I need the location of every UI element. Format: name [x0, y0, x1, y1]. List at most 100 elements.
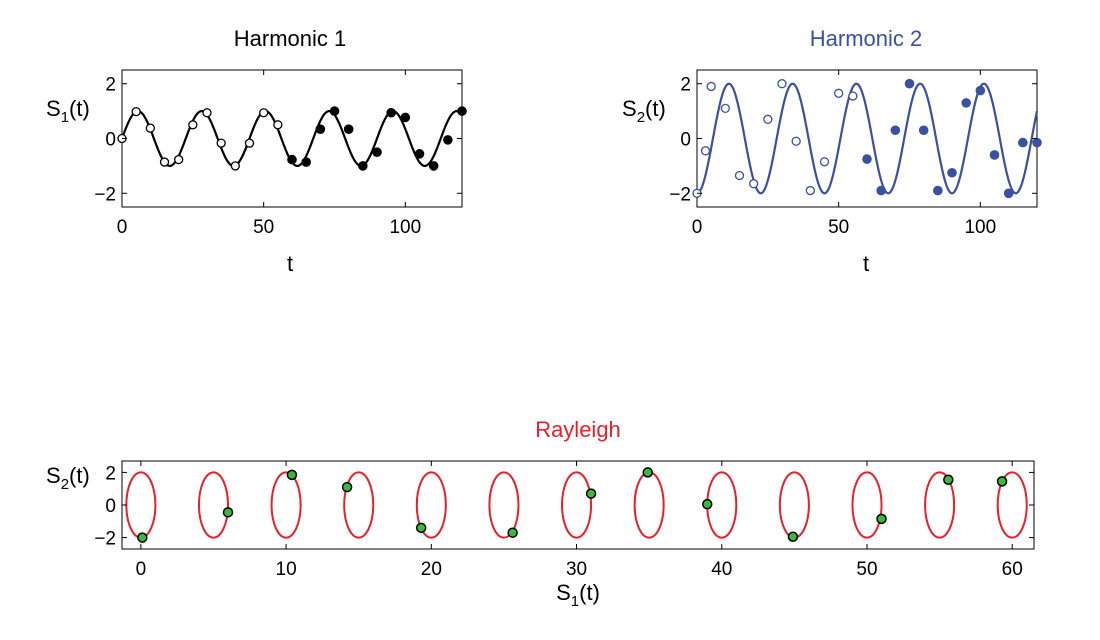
sample-point-filled — [287, 154, 297, 165]
series-line — [696, 82, 1039, 195]
ylabel-base: S — [46, 463, 61, 488]
plot-area-rayleigh: 0 10 20 30 40 50 60 −2 0 2 — [94, 461, 1034, 580]
sample-point-filled — [933, 185, 943, 196]
sample-point-filled — [457, 106, 467, 116]
sample-point-open — [202, 108, 212, 118]
ylabel-suffix: (t) — [69, 463, 90, 488]
xlabel-sub: 1 — [571, 593, 579, 610]
ylabel-harmonic-1: S1(t) — [46, 96, 90, 126]
sample-point-filled — [862, 154, 872, 164]
sample-point-filled — [947, 167, 957, 178]
panel-harmonic-2: Harmonic 2 0 50 100−202 t S2(t) — [622, 26, 1042, 276]
sample-point-filled — [386, 107, 396, 118]
x-tick-label: 50 — [253, 217, 274, 238]
sample-point-open — [819, 157, 830, 167]
x-tick-label: 40 — [711, 559, 732, 580]
ylabel-rayleigh: S2(t) — [46, 463, 90, 493]
orbit-ellipse — [996, 471, 1028, 539]
y-tick-label: 0 — [105, 496, 116, 517]
y-tick-label: 0 — [105, 130, 116, 151]
sample-point-open — [734, 170, 745, 181]
sample-point-open — [216, 138, 226, 148]
sample-point-open — [791, 136, 801, 146]
orbit-ellipse — [197, 471, 230, 539]
sample-point-open — [805, 185, 815, 196]
orbit-ellipse — [343, 471, 375, 539]
ylabel-harmonic-2: S2(t) — [622, 96, 666, 126]
sample-point-open — [749, 179, 759, 189]
ylabel-sub: 2 — [61, 476, 69, 493]
sample-point-filled — [961, 98, 971, 108]
orbit-ellipse — [924, 471, 956, 539]
orbit-ellipse — [561, 471, 593, 539]
sample-point-open — [230, 161, 240, 171]
sample-point-open — [848, 91, 858, 101]
sample-point-filled — [904, 78, 915, 89]
axes-box-harmonic-2 — [696, 69, 1038, 208]
panel-rayleigh: Rayleigh 0 10 20 30 40 50 60−202 S1(t) S2(t) — [46, 417, 1035, 610]
y-tick-label: 2 — [105, 75, 116, 96]
orbit-ellipse — [415, 471, 447, 539]
sample-point-open — [131, 106, 141, 117]
sample-point-filled — [329, 106, 340, 116]
x-tick-label: 50 — [856, 559, 877, 580]
xlabel-harmonic-1: t — [287, 251, 293, 276]
phase-point — [222, 507, 234, 518]
ylabel-sub: 2 — [637, 109, 645, 126]
orbit-ellipse — [778, 471, 810, 539]
orbit-ellipse — [125, 471, 157, 539]
sample-point-filled — [1003, 188, 1014, 199]
sample-point-open — [700, 146, 711, 156]
ylabel-sub: 1 — [61, 109, 69, 126]
x-tick-label: 10 — [276, 559, 297, 580]
sample-point-filled — [428, 161, 439, 171]
sample-point-filled — [890, 125, 901, 136]
sample-point-filled — [1032, 137, 1042, 148]
sample-point-filled — [358, 161, 368, 171]
sample-point-filled — [400, 112, 411, 123]
sample-point-open — [777, 79, 787, 89]
phase-point — [996, 476, 1008, 487]
y-tick-label: −2 — [94, 184, 116, 205]
plot-area-harmonic-2: 0 50 100−202 — [669, 70, 1042, 238]
x-tick-label: 100 — [964, 217, 996, 238]
phase-point — [585, 488, 597, 499]
plot-area-harmonic-1: 0 50 100−202 — [94, 70, 467, 238]
sample-point-filled — [876, 185, 886, 196]
x-tick-label: 20 — [421, 559, 442, 580]
phase-point — [642, 467, 653, 478]
y-tick-label: 2 — [105, 463, 116, 484]
title-harmonic-1: Harmonic 1 — [234, 26, 346, 51]
phase-point — [137, 532, 148, 543]
sample-point-open — [159, 157, 170, 167]
xlabel-base: S — [556, 580, 571, 605]
orbit-ellipse — [488, 471, 520, 539]
sample-point-filled — [343, 124, 354, 134]
phase-point — [787, 531, 799, 543]
orbit-ellipse — [270, 471, 302, 539]
orbit-ellipse — [851, 471, 883, 539]
sample-point-open — [244, 138, 255, 148]
xlabel-harmonic-2: t — [863, 251, 869, 276]
phase-point — [876, 513, 887, 525]
y-tick-label: 0 — [680, 130, 691, 151]
sample-point-open — [273, 120, 283, 130]
sample-point-open — [145, 123, 155, 133]
title-rayleigh: Rayleigh — [535, 417, 621, 442]
sample-point-filled — [918, 125, 929, 136]
sample-point-open — [834, 88, 844, 98]
phase-point — [415, 522, 427, 534]
x-tick-label: 0 — [117, 217, 128, 238]
x-tick-label: 0 — [692, 217, 703, 238]
sample-point-open — [174, 154, 184, 165]
ylabel-suffix: (t) — [645, 96, 666, 121]
phase-point — [507, 527, 518, 538]
x-tick-label: 50 — [828, 217, 849, 238]
sample-point-filled — [989, 150, 1000, 160]
sample-point-filled — [372, 147, 382, 157]
y-tick-label: −2 — [669, 184, 691, 205]
phase-point — [286, 469, 298, 481]
sample-point-open — [188, 120, 198, 130]
sample-point-filled — [301, 157, 311, 167]
